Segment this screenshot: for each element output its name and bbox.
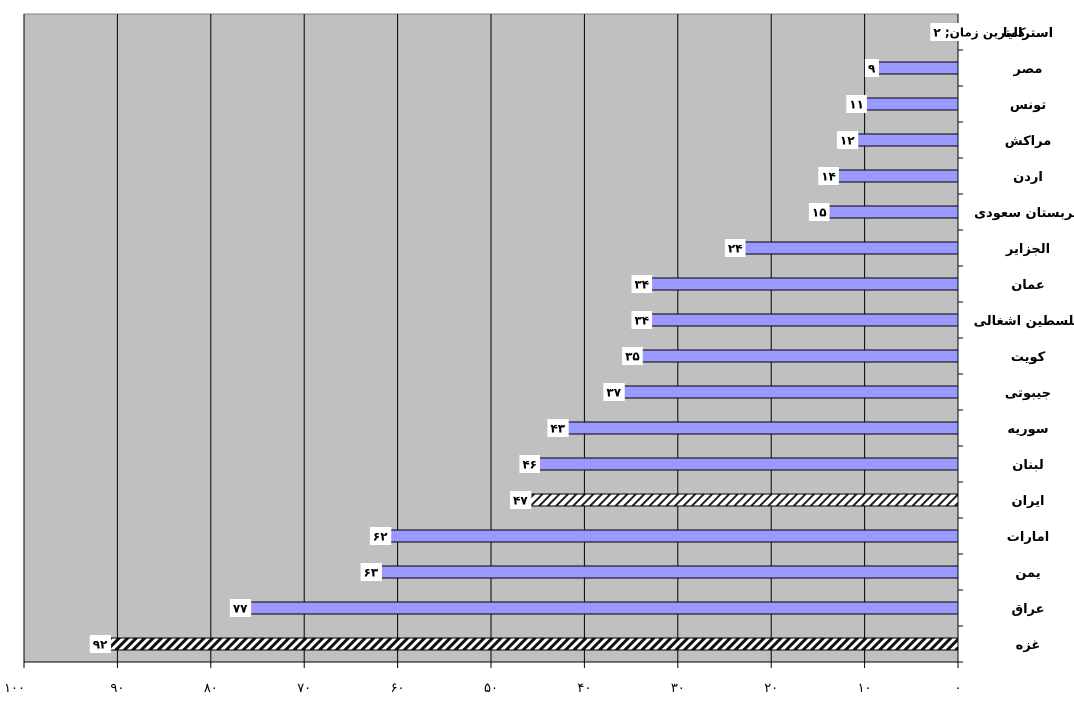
bar: [845, 133, 959, 147]
bar: [639, 313, 959, 327]
gridlines: [23, 14, 866, 662]
data-label: ۴۶: [522, 458, 537, 472]
data-label-box: [808, 203, 830, 221]
x-tick-label: ۹۰: [110, 681, 124, 696]
data-label: ۳۴: [634, 278, 649, 292]
data-label: ۹: [868, 62, 876, 76]
data-label-box: [89, 635, 112, 653]
category-label: استرالیا: [1003, 26, 1053, 41]
bar: [518, 493, 959, 507]
data-label: ۱۱: [849, 98, 864, 112]
data-label: ۴۷: [513, 494, 528, 508]
x-tick-label: ۲۰: [764, 681, 778, 696]
data-label: ۳۴: [634, 314, 649, 328]
data-label-box: [864, 59, 879, 77]
category-label: مصر: [1013, 62, 1043, 77]
x-tick-label: ۳۰: [671, 681, 685, 696]
category-label: تونس: [1010, 98, 1046, 113]
data-label-box: [930, 23, 1029, 41]
category-label: جیبوتی: [1005, 386, 1051, 401]
data-label-box: [836, 131, 859, 149]
bar: [611, 385, 959, 399]
bar: [639, 277, 959, 291]
data-label-box: [631, 275, 653, 293]
x-tick-label: ۱۰: [858, 681, 872, 696]
category-label: یمن: [1015, 566, 1040, 581]
x-tick-label: ۴۰: [577, 681, 591, 696]
data-label-box: [547, 419, 569, 437]
data-label: ۷۷: [233, 602, 248, 616]
bar: [527, 457, 959, 471]
category-label: ایران: [1012, 494, 1045, 509]
category-label: مراکش: [1005, 134, 1052, 149]
data-label: کمترین زمان; ۲: [933, 26, 1025, 40]
data-label-box: [724, 239, 746, 257]
x-tick-label: ۸۰: [204, 681, 218, 696]
data-label-box: [818, 167, 839, 185]
bar: [369, 565, 959, 579]
axes: [23, 14, 963, 668]
data-label: ۳۷: [606, 386, 621, 400]
category-label: کویت: [1011, 350, 1046, 365]
data-label-box: [631, 311, 653, 329]
data-label: ۶۳: [364, 566, 379, 580]
category-label: سوریه: [1007, 422, 1048, 437]
x-tick-label: ۱۰۰: [4, 681, 25, 696]
category-label: اردن: [1013, 170, 1043, 185]
data-label-box: [519, 455, 541, 473]
x-tick-label: ۶۰: [391, 681, 405, 696]
data-label-box: [510, 491, 532, 509]
bar: [873, 61, 959, 75]
category-label: عربستان سعودی: [974, 206, 1074, 221]
bar: [630, 349, 959, 363]
data-label-box: [846, 95, 867, 113]
bar: [817, 205, 959, 219]
category-label: امارات: [1007, 530, 1049, 545]
bar: [854, 97, 959, 111]
data-label-box: [603, 383, 625, 401]
bars: [98, 25, 959, 651]
category-label: غزه: [1016, 638, 1041, 653]
category-label: عمان: [1011, 278, 1045, 293]
data-label: ۶۲: [373, 530, 388, 544]
data-label: ۹۲: [93, 638, 108, 652]
data-label-box: [369, 527, 392, 545]
bar: [378, 529, 959, 543]
x-tick-label: ۷۰: [297, 681, 311, 696]
bar: [555, 421, 959, 435]
x-tick-label: ۵۰: [484, 681, 498, 696]
data-label: ۱۴: [821, 170, 836, 184]
data-label: ۳۵: [625, 350, 640, 364]
data-label: ۱۲: [840, 134, 855, 148]
data-label: ۲۴: [728, 242, 743, 256]
bar: [98, 637, 959, 651]
data-label-box: [229, 599, 252, 617]
bar: [238, 601, 959, 615]
data-label: ۴۳: [550, 422, 565, 436]
data-label: ۱۵: [812, 206, 827, 220]
category-label: فلسطین اشغالی: [974, 314, 1074, 329]
data-label-box: [360, 563, 382, 581]
category-label: لبنان: [1012, 458, 1043, 473]
category-label: عراق: [1011, 602, 1044, 617]
category-label: الجزایر: [1005, 242, 1050, 257]
bar: [826, 169, 959, 183]
bar: [733, 241, 959, 255]
data-label-box: [622, 347, 643, 365]
x-tick-label: ۰: [955, 681, 962, 696]
